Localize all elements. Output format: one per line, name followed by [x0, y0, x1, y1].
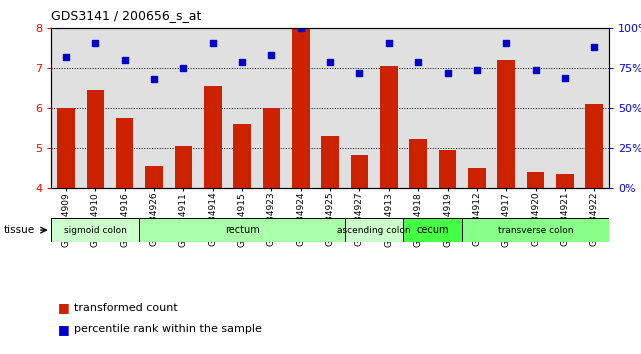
- Bar: [174, 146, 192, 188]
- Bar: [292, 28, 310, 188]
- Bar: [321, 136, 339, 188]
- Text: rectum: rectum: [225, 225, 260, 235]
- Text: cecum: cecum: [417, 225, 449, 235]
- Text: ■: ■: [58, 323, 69, 336]
- Bar: [556, 174, 574, 188]
- Bar: [51, 218, 139, 242]
- Bar: [139, 218, 345, 242]
- Bar: [146, 166, 163, 188]
- Bar: [204, 86, 222, 188]
- Text: percentile rank within the sample: percentile rank within the sample: [74, 324, 262, 334]
- Text: GDS3141 / 200656_s_at: GDS3141 / 200656_s_at: [51, 9, 202, 22]
- Bar: [462, 218, 609, 242]
- Bar: [345, 218, 403, 242]
- Bar: [380, 66, 397, 188]
- Bar: [438, 150, 456, 188]
- Bar: [410, 139, 427, 188]
- Bar: [351, 155, 369, 188]
- Bar: [263, 108, 280, 188]
- Text: transverse colon: transverse colon: [498, 225, 573, 235]
- Bar: [468, 168, 486, 188]
- Text: transformed count: transformed count: [74, 303, 178, 313]
- Bar: [87, 90, 104, 188]
- Text: ascending colon: ascending colon: [337, 225, 411, 235]
- Bar: [403, 218, 462, 242]
- Bar: [116, 118, 133, 188]
- Bar: [497, 60, 515, 188]
- Text: sigmoid colon: sigmoid colon: [64, 225, 127, 235]
- Bar: [57, 108, 75, 188]
- Text: ■: ■: [58, 302, 69, 314]
- Text: tissue: tissue: [3, 225, 35, 235]
- Bar: [233, 124, 251, 188]
- Bar: [527, 172, 544, 188]
- Bar: [585, 104, 603, 188]
